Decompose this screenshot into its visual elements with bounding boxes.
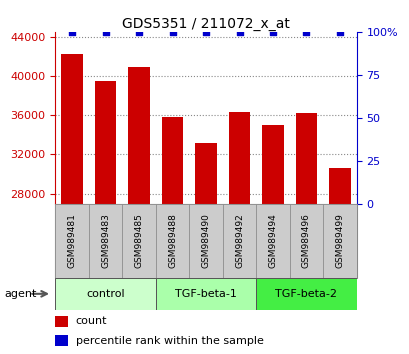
Bar (195, 143, 216, 204)
Point (69, 29, 75, 35)
Text: count: count (76, 316, 107, 326)
Text: control: control (86, 289, 125, 299)
Text: GSM989499: GSM989499 (335, 213, 344, 268)
Point (102, 29, 109, 35)
Bar (256, 204, 289, 278)
Bar (128, 67, 150, 204)
Bar (55, 278, 155, 310)
Bar (55, 204, 89, 278)
Bar (189, 204, 222, 278)
Title: GDS5351 / 211072_x_at: GDS5351 / 211072_x_at (122, 17, 289, 31)
Text: GSM989494: GSM989494 (268, 213, 277, 268)
Bar (261, 125, 283, 204)
Text: GSM989490: GSM989490 (201, 213, 210, 268)
Bar (322, 204, 356, 278)
Point (269, 29, 276, 35)
Text: TGF-beta-1: TGF-beta-1 (175, 289, 236, 299)
Text: GSM989485: GSM989485 (134, 213, 143, 268)
Text: GSM989492: GSM989492 (234, 213, 243, 268)
Text: GSM989488: GSM989488 (168, 213, 177, 268)
Point (202, 29, 209, 35)
Point (169, 29, 175, 35)
Bar (228, 112, 250, 204)
Text: agent: agent (4, 289, 36, 299)
Bar (289, 204, 322, 278)
Text: GSM989496: GSM989496 (301, 213, 310, 268)
Point (135, 29, 142, 35)
Point (302, 29, 309, 35)
Bar (328, 168, 350, 204)
Bar (55, 335, 67, 346)
Bar (155, 278, 256, 310)
Text: TGF-beta-2: TGF-beta-2 (275, 289, 337, 299)
Text: GSM989483: GSM989483 (101, 213, 110, 268)
Bar (94, 81, 116, 204)
Bar (61, 55, 83, 204)
Text: GSM989481: GSM989481 (67, 213, 76, 268)
Bar (155, 204, 189, 278)
Bar (256, 278, 356, 310)
Point (236, 29, 242, 35)
Bar (161, 117, 183, 204)
Bar (122, 204, 155, 278)
Point (336, 29, 342, 35)
Bar (295, 113, 317, 204)
Bar (89, 204, 122, 278)
Text: percentile rank within the sample: percentile rank within the sample (76, 336, 263, 346)
Bar (222, 204, 256, 278)
Bar (55, 315, 67, 326)
